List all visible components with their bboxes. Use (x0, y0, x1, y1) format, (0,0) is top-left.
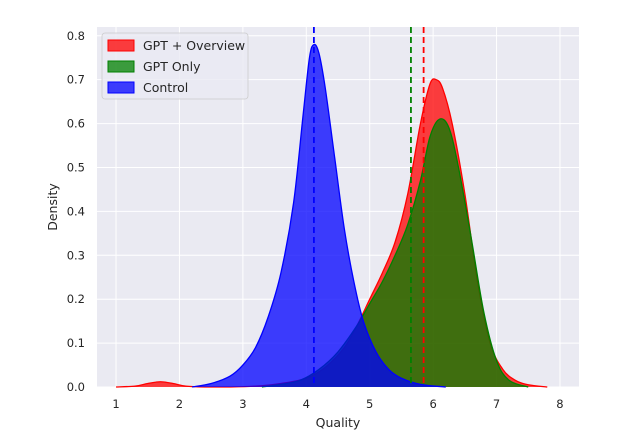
mean-lines (312, 27, 425, 387)
legend-box (101, 32, 249, 100)
x-tick-label-7: 7 (493, 397, 500, 411)
x-tick-labels: 1 2 3 4 5 6 7 8 (112, 397, 563, 411)
y-tick-label-0.8: 0.8 (67, 29, 85, 43)
y-tick-label-0.2: 0.2 (67, 292, 85, 306)
legend-swatch-gpt-overview (107, 39, 135, 52)
legend-label-control: Control (143, 80, 188, 95)
x-tick-label-4: 4 (303, 397, 310, 411)
y-tick-label-0.4: 0.4 (67, 204, 85, 218)
legend-swatch-control (107, 81, 135, 94)
y-tick-label-0.3: 0.3 (67, 248, 85, 262)
y-tick-label-0.0: 0.0 (67, 380, 85, 394)
y-tick-label-0.7: 0.7 (67, 73, 85, 87)
y-tick-label-0.5: 0.5 (67, 160, 85, 174)
x-tick-label-8: 8 (556, 397, 563, 411)
y-tick-label-0.6: 0.6 (67, 117, 85, 131)
x-tick-label-2: 2 (176, 397, 183, 411)
x-axis-label: Quality (316, 415, 361, 430)
x-tick-label-1: 1 (112, 397, 119, 411)
x-tick-label-3: 3 (239, 397, 246, 411)
legend: GPT + Overview GPT Only Control (101, 32, 249, 100)
legend-swatch-gpt-only (107, 60, 135, 73)
y-tick-labels: 0.0 0.1 0.2 0.3 0.4 0.5 0.6 0.7 0.8 (67, 29, 85, 394)
x-tick-label-6: 6 (429, 397, 436, 411)
density-line-control (192, 43, 446, 388)
x-tick-label-5: 5 (366, 397, 373, 411)
y-tick-label-0.1: 0.1 (67, 336, 85, 350)
density-areas (115, 43, 548, 388)
legend-label-gpt-only: GPT Only (143, 59, 201, 74)
legend-label-gpt-overview: GPT + Overview (143, 38, 245, 53)
density-area-control (192, 44, 446, 388)
y-axis-label: Density (45, 183, 60, 231)
